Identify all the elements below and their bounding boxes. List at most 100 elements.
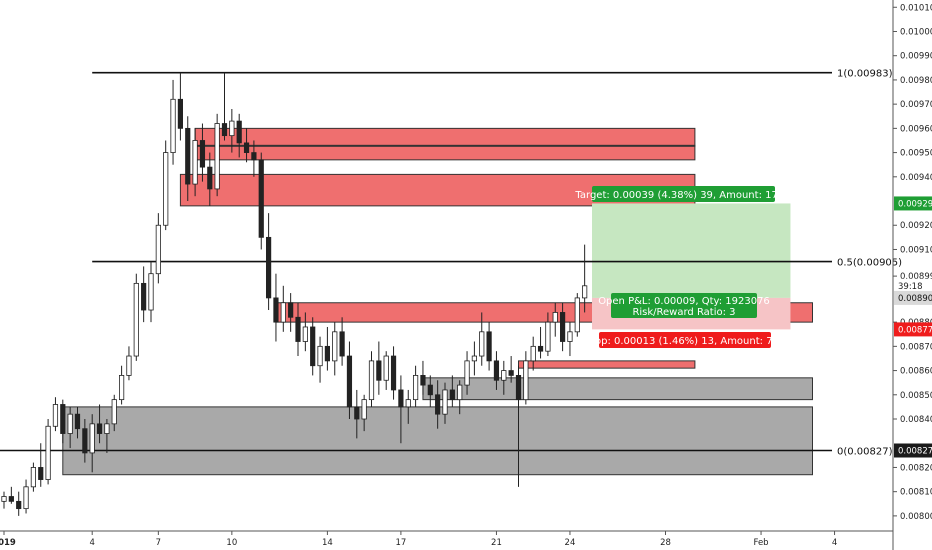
time-tick-label: 4 — [832, 538, 837, 548]
bear-candle — [421, 375, 425, 385]
fib-level-label: 0(0.00827) — [837, 446, 893, 457]
bull-candle — [406, 400, 410, 407]
bull-candle — [90, 424, 94, 453]
time-axis[interactable]: 2019 4 7 10 14 17 21 24 28 Feb 4 — [0, 531, 893, 548]
bear-candle — [516, 375, 520, 399]
bull-candle — [531, 346, 535, 361]
bull-candle — [68, 414, 72, 433]
open-pnl-label: Open P&L: 0.00009, Qty: 1923076Risk/Rewa… — [598, 293, 770, 318]
fib-level-label: 1(0.00983) — [837, 69, 893, 80]
bear-candle — [347, 356, 351, 407]
bull-candle — [553, 312, 557, 322]
bear-candle — [288, 303, 292, 318]
price-axis-badge: 39:18 — [894, 279, 932, 293]
price-tick-label: 0.00920 — [900, 221, 932, 231]
bear-candle — [296, 317, 300, 341]
price-axis[interactable]: 0.01010 0.01000 0.00990 0.00980 0.00970 0.009… — [893, 0, 932, 550]
resistance-zone — [195, 128, 695, 159]
bear-candle — [487, 332, 491, 361]
bear-candle — [237, 121, 241, 143]
bull-candle — [524, 361, 528, 400]
price-axis-badge-text: 0.00877 — [898, 325, 932, 335]
price-tick-label: 0.00820 — [900, 463, 932, 473]
price-axis-badge: 0.00827 — [894, 443, 932, 457]
bear-candle — [355, 407, 359, 419]
bear-candle — [266, 237, 270, 298]
bull-candle — [480, 332, 484, 356]
price-axis-badge: 0.00929 — [894, 196, 932, 210]
bear-candle — [560, 312, 564, 341]
bull-candle — [230, 121, 234, 136]
price-tick-label: 0.00860 — [900, 367, 932, 377]
time-tick-label: Feb — [754, 538, 769, 548]
bear-candle — [274, 298, 278, 322]
bear-candle — [83, 429, 87, 453]
price-axis-badge-text: 0.00827 — [898, 446, 932, 456]
price-axis-badge: 0.00877 — [894, 322, 932, 336]
time-tick-label: 7 — [156, 538, 161, 548]
bull-candle — [575, 298, 579, 332]
time-tick-label: 17 — [395, 538, 406, 548]
bear-candle — [428, 385, 432, 395]
bear-candle — [252, 153, 256, 160]
bear-candle — [325, 346, 329, 361]
time-tick-label: 10 — [226, 538, 237, 548]
price-tick-label: 0.00990 — [900, 52, 932, 62]
bull-candle — [443, 390, 447, 414]
price-tick-label: 0.00950 — [900, 149, 932, 159]
bear-candle — [494, 361, 498, 380]
bull-candle — [369, 361, 373, 400]
bear-candle — [9, 497, 13, 502]
price-tick-label: 0.00850 — [900, 391, 932, 401]
stop-label: Stop: 0.00013 (1.46%) 13, Amount: 750 — [585, 332, 786, 348]
price-tick-label: 0.00840 — [900, 415, 932, 425]
bull-candle — [458, 385, 462, 400]
bear-candle — [259, 160, 263, 238]
bull-candle — [156, 225, 160, 273]
bull-candle — [384, 356, 388, 380]
time-tick-label: 28 — [660, 538, 671, 548]
bear-candle — [450, 390, 454, 400]
bull-candle — [105, 424, 109, 434]
price-tick-label: 0.00910 — [900, 245, 932, 255]
bear-candle — [178, 99, 182, 128]
target-label-text: Target: 0.00039 (4.38%) 39, Amount: 1750 — [574, 190, 790, 201]
target-zone — [592, 203, 790, 297]
price-tick-label: 0.00800 — [900, 512, 932, 522]
bear-candle — [186, 128, 190, 184]
price-axis-badge-text: 0.00929 — [898, 199, 932, 209]
time-tick-label: 4 — [89, 538, 94, 548]
bull-candle — [119, 375, 123, 399]
time-tick-label: 14 — [322, 538, 333, 548]
bear-candle — [75, 414, 79, 429]
price-tick-label: 0.00810 — [900, 488, 932, 498]
bear-candle — [222, 124, 226, 136]
bear-candle — [377, 361, 381, 380]
target-label: Target: 0.00039 (4.38%) 39, Amount: 1750 — [574, 186, 790, 202]
price-tick-label: 0.01010 — [900, 3, 932, 13]
price-axis-badge: 0.00890 — [894, 291, 932, 305]
price-axis-badge-text: 39:18 — [898, 282, 923, 292]
price-tick-label: 0.00960 — [900, 124, 932, 134]
bear-candle — [435, 395, 439, 414]
bear-candle — [509, 371, 513, 376]
time-tick-label: 21 — [491, 538, 502, 548]
bull-candle — [112, 400, 116, 424]
bull-candle — [171, 99, 175, 152]
bull-candle — [502, 371, 506, 381]
resistance-zone — [519, 361, 695, 368]
stop-label-text: Stop: 0.00013 (1.46%) 13, Amount: 750 — [585, 336, 786, 347]
bull-candle — [193, 140, 197, 184]
price-tick-label: 0.01000 — [900, 27, 932, 37]
bear-candle — [61, 404, 65, 433]
price-tick-label: 0.00940 — [900, 173, 932, 183]
bull-candle — [281, 303, 285, 322]
bull-candle — [24, 487, 28, 509]
price-axis-badge-text: 0.00890 — [898, 294, 932, 304]
open-pnl-line2: Risk/Reward Ratio: 3 — [632, 307, 735, 318]
fib-level-label: 0.5(0.00905) — [837, 258, 902, 269]
bull-candle — [164, 153, 168, 226]
resistance-zone — [195, 145, 695, 146]
bull-candle — [149, 274, 153, 310]
